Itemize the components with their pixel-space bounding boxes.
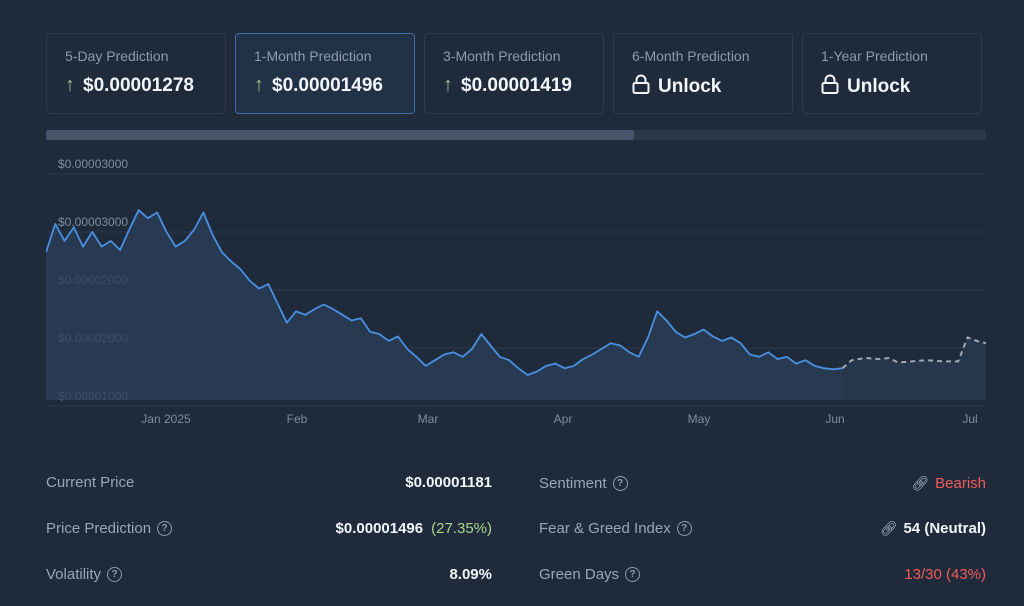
stat-sentiment-value-row: 🔗︎ Bearish — [911, 471, 986, 495]
prediction-label: 1-Month Prediction — [254, 48, 372, 64]
prediction-card-5-day[interactable]: 5-Day Prediction ↑ $0.00001278 — [46, 33, 226, 114]
stat-value[interactable]: Bearish — [935, 474, 986, 492]
predicted-price-line — [841, 336, 986, 369]
prediction-card-3-month[interactable]: 3-Month Prediction ↑ $0.00001419 — [424, 33, 604, 114]
y-tick-label: $0.00003000 — [58, 157, 128, 171]
y-tick-label: $0.00003000 — [58, 215, 128, 229]
help-icon[interactable]: ? — [676, 520, 692, 536]
stat-change-percent: (27.35%) — [431, 519, 492, 537]
stat-value: $0.00001181 — [405, 473, 492, 491]
prediction-card-1-month[interactable]: 1-Month Prediction ↑ $0.00001496 — [235, 33, 415, 114]
x-tick-label: May — [688, 412, 711, 426]
link-icon[interactable]: 🔗︎ — [879, 519, 898, 536]
price-chart-svg: $0.00003000$0.00003000$0.00002000$0.0000… — [46, 157, 986, 426]
x-tick-label: Mar — [418, 412, 439, 426]
up-arrow-icon: ↑ — [254, 74, 264, 96]
historical-price-line — [46, 209, 843, 376]
prediction-value-row: ↑ $0.00001419 — [443, 74, 603, 97]
prediction-card-1-year[interactable]: 1-Year Prediction Unlock — [802, 33, 982, 114]
stat-value: $0.00001496 — [335, 519, 424, 537]
x-tick-label: Jun — [825, 412, 844, 426]
chart-scrollbar[interactable] — [46, 130, 986, 140]
prediction-area — [842, 337, 986, 400]
prediction-cards: 5-Day Prediction ↑ $0.00001278 1-Month P… — [46, 33, 986, 114]
prediction-card-6-month[interactable]: 6-Month Prediction Unlock — [613, 33, 793, 114]
help-icon[interactable]: ? — [107, 566, 123, 582]
link-icon[interactable]: 🔗︎ — [911, 474, 930, 491]
x-tick-label: Feb — [287, 412, 308, 426]
price-chart[interactable]: $0.00003000$0.00003000$0.00002000$0.0000… — [46, 140, 986, 430]
x-tick-label: Jan 2025 — [141, 412, 191, 426]
prediction-label: 6-Month Prediction — [632, 48, 750, 64]
stat-label: Current Price — [46, 473, 135, 491]
stat-value: 8.09% — [449, 565, 492, 583]
lock-icon — [632, 74, 650, 100]
stat-label: Fear & Greed Index — [539, 519, 671, 537]
stat-label: Sentiment — [539, 474, 607, 492]
stat-value: 13/30 (43%) — [904, 565, 986, 583]
prediction-value: $0.00001496 — [272, 74, 383, 96]
stat-fear-greed-value-row: 🔗︎ 54 (Neutral) — [880, 516, 986, 540]
stat-volatility-label-row: Volatility ? — [46, 562, 123, 586]
prediction-label: 5-Day Prediction — [65, 48, 169, 64]
prediction-value-row: ↑ $0.00001278 — [65, 74, 225, 97]
price-area — [46, 210, 843, 400]
prediction-label: 1-Year Prediction — [821, 48, 928, 64]
up-arrow-icon: ↑ — [65, 74, 75, 96]
prediction-value-row: Unlock — [821, 74, 981, 100]
stat-current-price-label-row: Current Price — [46, 470, 134, 494]
stat-fear-greed-label-row: Fear & Greed Index ? — [539, 516, 692, 540]
stat-label: Volatility — [46, 565, 102, 583]
unlock-link[interactable]: Unlock — [847, 76, 911, 97]
prediction-value: $0.00001278 — [83, 74, 194, 96]
prediction-value-row: Unlock — [632, 74, 792, 100]
prediction-label: 3-Month Prediction — [443, 48, 561, 64]
stat-green-days-label-row: Green Days ? — [539, 562, 641, 586]
stat-price-prediction-label-row: Price Prediction ? — [46, 516, 173, 540]
up-arrow-icon: ↑ — [443, 74, 453, 96]
stat-current-price-value-row: $0.00001181 — [405, 470, 492, 494]
x-tick-label: Jul — [962, 412, 977, 426]
stat-sentiment-label-row: Sentiment ? — [539, 471, 628, 495]
stat-label: Green Days — [539, 565, 620, 583]
help-icon[interactable]: ? — [612, 475, 628, 491]
unlock-link[interactable]: Unlock — [658, 76, 722, 97]
help-icon[interactable]: ? — [157, 520, 173, 536]
chart-scrollbar-thumb[interactable] — [46, 130, 634, 140]
x-tick-label: Apr — [554, 412, 573, 426]
help-icon[interactable]: ? — [625, 566, 641, 582]
stat-volatility-value-row: 8.09% — [449, 562, 492, 586]
stat-green-days-value-row: 13/30 (43%) — [904, 562, 986, 586]
prediction-value: $0.00001419 — [461, 74, 572, 96]
prediction-value-row: ↑ $0.00001496 — [254, 74, 414, 97]
stat-label: Price Prediction — [46, 519, 152, 537]
stat-price-prediction-value-row: $0.00001496 (27.35%) — [336, 516, 492, 540]
stat-value[interactable]: 54 (Neutral) — [903, 519, 986, 537]
lock-icon — [821, 74, 839, 100]
